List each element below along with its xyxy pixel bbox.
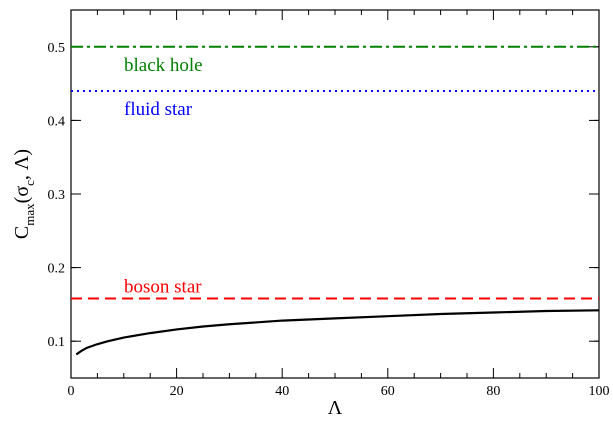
y-tick-label: 0.5 xyxy=(48,41,66,56)
y-tick-label: 0.2 xyxy=(48,262,66,277)
reference-lines xyxy=(71,45,599,300)
boson-star-label: boson star xyxy=(124,277,202,298)
x-tick-label: 100 xyxy=(589,384,610,399)
x-tick-label: 60 xyxy=(381,384,395,399)
x-tick-label: 20 xyxy=(170,384,184,399)
x-axis-title: Λ xyxy=(328,397,343,419)
ticks: 0 20 40 60 80 100 0.1 0.2 0.3 0.4 0.5 xyxy=(48,10,610,399)
fluid-star-label: fluid star xyxy=(124,99,193,120)
y-tick-label: 0.3 xyxy=(48,188,66,203)
x-tick-label: 0 xyxy=(68,384,75,399)
annotations: black hole fluid star boson star xyxy=(124,55,203,298)
y-axis-title: Cmax(σc, Λ) xyxy=(11,149,37,239)
data-series xyxy=(75,309,600,356)
y-tick-label: 0.4 xyxy=(48,114,66,129)
black-hole-label: black hole xyxy=(124,55,203,76)
y-tick-label: 0.1 xyxy=(48,335,66,350)
series-line xyxy=(75,309,600,356)
x-tick-label: 40 xyxy=(275,384,289,399)
x-tick-label: 80 xyxy=(486,384,500,399)
